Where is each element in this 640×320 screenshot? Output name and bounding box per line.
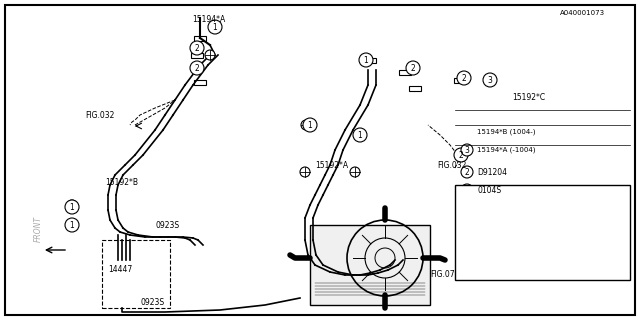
Text: 15194*A (-1004): 15194*A (-1004): [477, 147, 536, 153]
Text: 14447: 14447: [108, 265, 132, 274]
Bar: [191, 52, 203, 58]
Bar: [399, 69, 411, 75]
Bar: [364, 58, 376, 62]
Text: 0923S: 0923S: [140, 298, 164, 307]
Text: 15192*C: 15192*C: [512, 93, 545, 102]
Text: 1: 1: [70, 220, 74, 229]
Circle shape: [406, 61, 420, 75]
Bar: [102, 240, 170, 308]
Text: 15192*A: 15192*A: [315, 161, 348, 170]
Circle shape: [461, 166, 473, 178]
Text: 0104S: 0104S: [477, 186, 501, 195]
Circle shape: [303, 118, 317, 132]
Circle shape: [65, 200, 79, 214]
Circle shape: [457, 71, 471, 85]
Text: 2: 2: [195, 44, 200, 52]
Circle shape: [359, 53, 373, 67]
Text: FIG.032: FIG.032: [437, 161, 467, 170]
Text: 3: 3: [488, 76, 492, 84]
Text: 15192*B: 15192*B: [105, 178, 138, 187]
Circle shape: [205, 50, 215, 60]
Circle shape: [300, 167, 310, 177]
Circle shape: [461, 144, 473, 156]
Bar: [191, 66, 203, 70]
Circle shape: [461, 184, 473, 196]
Circle shape: [353, 128, 367, 142]
Text: 2: 2: [459, 150, 463, 159]
Text: D91204: D91204: [477, 167, 507, 177]
Circle shape: [208, 20, 222, 34]
Bar: [194, 79, 206, 84]
Bar: [194, 36, 206, 41]
Text: 15194*B (1004-): 15194*B (1004-): [477, 129, 536, 135]
Text: 1: 1: [364, 55, 369, 65]
Circle shape: [301, 120, 311, 130]
Circle shape: [65, 218, 79, 232]
Text: 15194*A: 15194*A: [192, 15, 225, 24]
Text: FIG.073: FIG.073: [430, 270, 460, 279]
Text: 1: 1: [308, 121, 312, 130]
Circle shape: [190, 41, 204, 55]
Text: A040001073: A040001073: [560, 10, 605, 16]
Circle shape: [190, 61, 204, 75]
Text: FIG.032: FIG.032: [85, 111, 115, 120]
Circle shape: [350, 167, 360, 177]
Text: 3: 3: [465, 146, 469, 155]
Circle shape: [483, 73, 497, 87]
Circle shape: [67, 200, 77, 210]
Text: 1: 1: [465, 186, 469, 195]
Text: 0923S: 0923S: [155, 221, 179, 230]
Text: FRONT: FRONT: [33, 216, 42, 242]
Text: 2: 2: [461, 74, 467, 83]
Bar: [454, 77, 466, 83]
Text: 2: 2: [465, 167, 469, 177]
Bar: [455, 185, 630, 280]
Text: 1: 1: [70, 203, 74, 212]
Text: 1: 1: [212, 22, 218, 31]
Bar: [409, 85, 421, 91]
Text: 1: 1: [358, 131, 362, 140]
Circle shape: [454, 148, 468, 162]
Text: 2: 2: [195, 63, 200, 73]
Bar: [310, 225, 430, 305]
Text: 2: 2: [411, 63, 415, 73]
